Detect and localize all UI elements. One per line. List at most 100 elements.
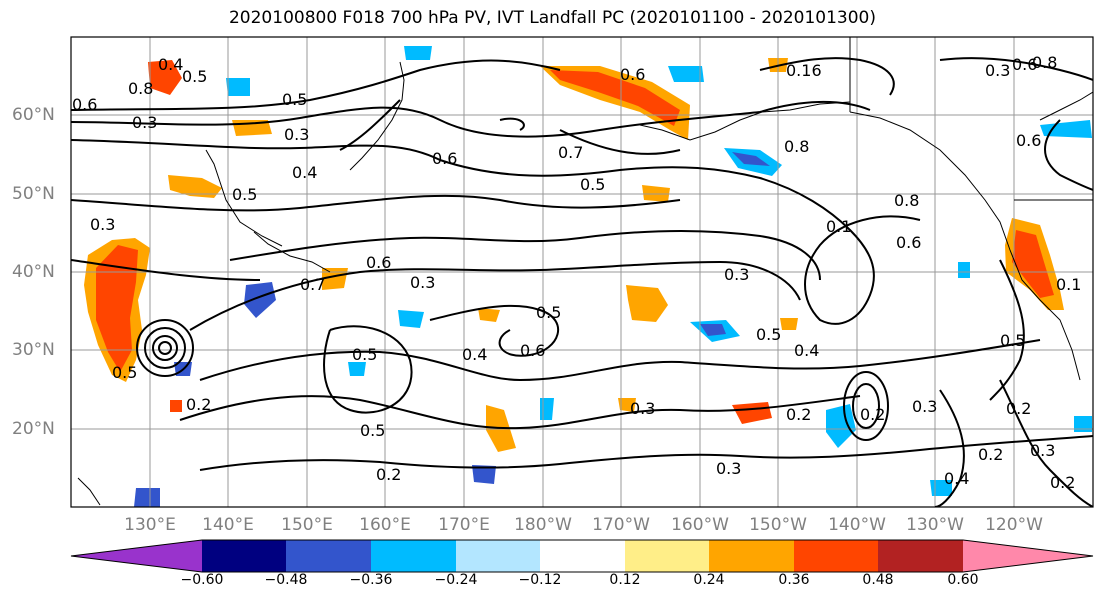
colorbar-tick-label: −0.60 xyxy=(180,572,224,588)
pv-positive-region xyxy=(148,60,182,95)
contour-label: 0.3 xyxy=(132,113,157,132)
contour-label: 0.3 xyxy=(724,265,749,284)
pv-fill-layer xyxy=(84,46,1092,507)
contour-label: 0.5 xyxy=(580,175,605,194)
lat-label: 50°N xyxy=(12,184,55,204)
colorbar-extend-high xyxy=(963,540,1093,572)
contour-label: 0.2 xyxy=(860,405,885,424)
pv-negative-region xyxy=(700,324,726,336)
pv-positive-region xyxy=(168,175,222,198)
colorbar-tick-label: −0.36 xyxy=(349,572,393,588)
pv-negative-region xyxy=(958,262,970,278)
colorbar xyxy=(70,539,1094,573)
pv-negative-region xyxy=(226,78,250,96)
contour-label: 0.5 xyxy=(1000,331,1025,350)
contour-label: 0.1 xyxy=(826,217,851,236)
colorbar-segment xyxy=(202,540,286,572)
contour-label: 0.3 xyxy=(1030,441,1055,460)
contour-label: 0.6 xyxy=(620,65,645,84)
contour-label: 0.3 xyxy=(630,399,655,418)
colorbar-tick-label: −0.48 xyxy=(264,572,308,588)
lon-label: 150°W xyxy=(749,515,807,535)
colorbar-tick-label: 0.12 xyxy=(609,572,641,588)
pv-positive-region xyxy=(170,400,182,412)
lat-label: 20°N xyxy=(12,419,55,439)
pv-negative-region xyxy=(668,66,704,82)
contour-label: 0.2 xyxy=(978,445,1003,464)
pv-negative-region xyxy=(348,362,366,376)
lon-label: 160°W xyxy=(671,515,729,535)
contour-label: 0.3 xyxy=(90,215,115,234)
colorbar-segment xyxy=(371,540,456,572)
colorbar-segment xyxy=(456,540,540,572)
colorbar-segment xyxy=(709,540,794,572)
contour-label: 0.2 xyxy=(186,395,211,414)
pv-negative-region xyxy=(244,282,276,318)
pv-positive-region xyxy=(626,285,668,322)
pv-positive-region xyxy=(96,245,138,372)
contour-label: 0.16 xyxy=(786,61,822,80)
contour-label: 0.6 xyxy=(1012,55,1037,74)
lon-label: 140°W xyxy=(828,515,886,535)
contour-label: 0.5 xyxy=(232,185,257,204)
lon-label: 120°W xyxy=(985,515,1043,535)
pv-negative-region xyxy=(540,398,554,420)
contour-label: 0.2 xyxy=(786,405,811,424)
colorbar-extend-low xyxy=(71,540,202,572)
colorbar-tick-label: 0.36 xyxy=(778,572,810,588)
colorbar-segment xyxy=(540,540,625,572)
contour-label: 0.4 xyxy=(158,55,183,74)
contour-label: 0.2 xyxy=(1006,399,1031,418)
contour-label: 0.3 xyxy=(912,397,937,416)
contour-label: 0.5 xyxy=(360,421,385,440)
contour-label: 0.5 xyxy=(756,325,781,344)
lat-label: 40°N xyxy=(12,262,55,282)
pv-negative-region xyxy=(398,310,424,328)
colorbar-tick-label: −0.24 xyxy=(434,572,478,588)
contour-label: 0.3 xyxy=(716,459,741,478)
contour-label: 0.5 xyxy=(182,67,207,86)
contour-label: 0.6 xyxy=(366,253,391,272)
pv-positive-region xyxy=(780,318,798,330)
lon-label: 130°E xyxy=(124,515,176,535)
contour-label: 0.6 xyxy=(896,233,921,252)
map-title: 2020100800 F018 700 hPa PV, IVT Landfall… xyxy=(228,8,876,28)
contour-label: 0.2 xyxy=(376,465,401,484)
contour-label: 0.6 xyxy=(432,149,457,168)
lon-label: 170°W xyxy=(592,515,650,535)
pv-negative-region xyxy=(134,488,160,507)
contour-label: 0.8 xyxy=(1032,53,1057,72)
colorbar-tick-label: 0.48 xyxy=(862,572,894,588)
contour-label: 0.5 xyxy=(112,363,137,382)
contour-label: 0.3 xyxy=(410,273,435,292)
pv-negative-region xyxy=(1074,416,1092,432)
pv-positive-region xyxy=(322,268,348,290)
contour-label: 0.1 xyxy=(1056,275,1081,294)
colorbar-segment xyxy=(794,540,878,572)
lon-label: 130°W xyxy=(906,515,964,535)
contour-label: 0.5 xyxy=(536,303,561,322)
contour-label: 0.8 xyxy=(784,137,809,156)
pv-contours xyxy=(71,57,1093,507)
pv-positive-region xyxy=(732,402,772,424)
contour-label: 0.6 xyxy=(1016,131,1041,150)
pv-positive-region xyxy=(1012,230,1054,298)
contour-label: 0.8 xyxy=(894,191,919,210)
contour-label: 0.5 xyxy=(352,345,377,364)
lon-label: 170°E xyxy=(438,515,490,535)
contour-label: 0.4 xyxy=(462,345,487,364)
pv-negative-region xyxy=(404,46,432,60)
contour-label: 0.5 xyxy=(282,90,307,109)
contour-label: 0.8 xyxy=(128,79,153,98)
contour-label: 0.7 xyxy=(558,143,583,162)
pv-positive-region xyxy=(478,308,500,322)
lon-label: 160°E xyxy=(359,515,411,535)
contour-label: 0.4 xyxy=(292,163,317,182)
colorbar-tick-label: 0.60 xyxy=(947,572,979,588)
colorbar-outline xyxy=(70,539,1094,573)
lon-label: 140°E xyxy=(202,515,254,535)
lon-label: 150°E xyxy=(281,515,333,535)
contour-label: 0.6 xyxy=(72,95,97,114)
contour-label: 0.4 xyxy=(794,341,819,360)
